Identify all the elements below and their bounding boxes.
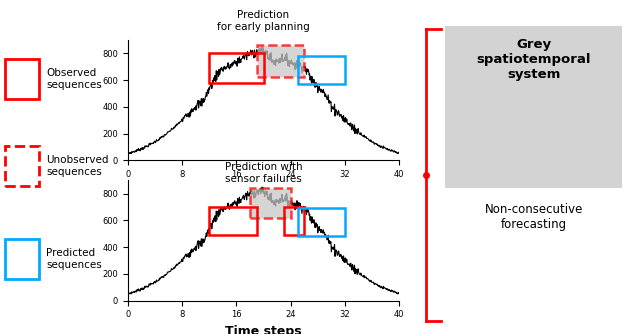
Bar (284, 207, 305, 235)
Text: Predicted
sequences: Predicted sequences (46, 248, 102, 270)
Bar (298, 208, 345, 236)
Bar (257, 45, 305, 77)
X-axis label: Time steps: Time steps (225, 325, 302, 334)
FancyBboxPatch shape (446, 26, 622, 187)
Bar (5, 239, 39, 279)
Text: Grey
spatiotemporal
system: Grey spatiotemporal system (476, 38, 591, 81)
Bar (5, 146, 39, 186)
Bar (5, 59, 39, 99)
Text: Observed
sequences: Observed sequences (46, 68, 102, 90)
Text: Unobserved
sequences: Unobserved sequences (46, 155, 109, 177)
Bar (210, 53, 263, 83)
Bar (210, 207, 257, 235)
Text: Prediction
for early planning: Prediction for early planning (217, 10, 310, 32)
Text: Non-consecutive
forecasting: Non-consecutive forecasting (484, 203, 583, 231)
Bar (250, 188, 291, 218)
Bar (298, 56, 345, 84)
Text: Prediction with
sensor failures: Prediction with sensor failures (225, 162, 302, 184)
